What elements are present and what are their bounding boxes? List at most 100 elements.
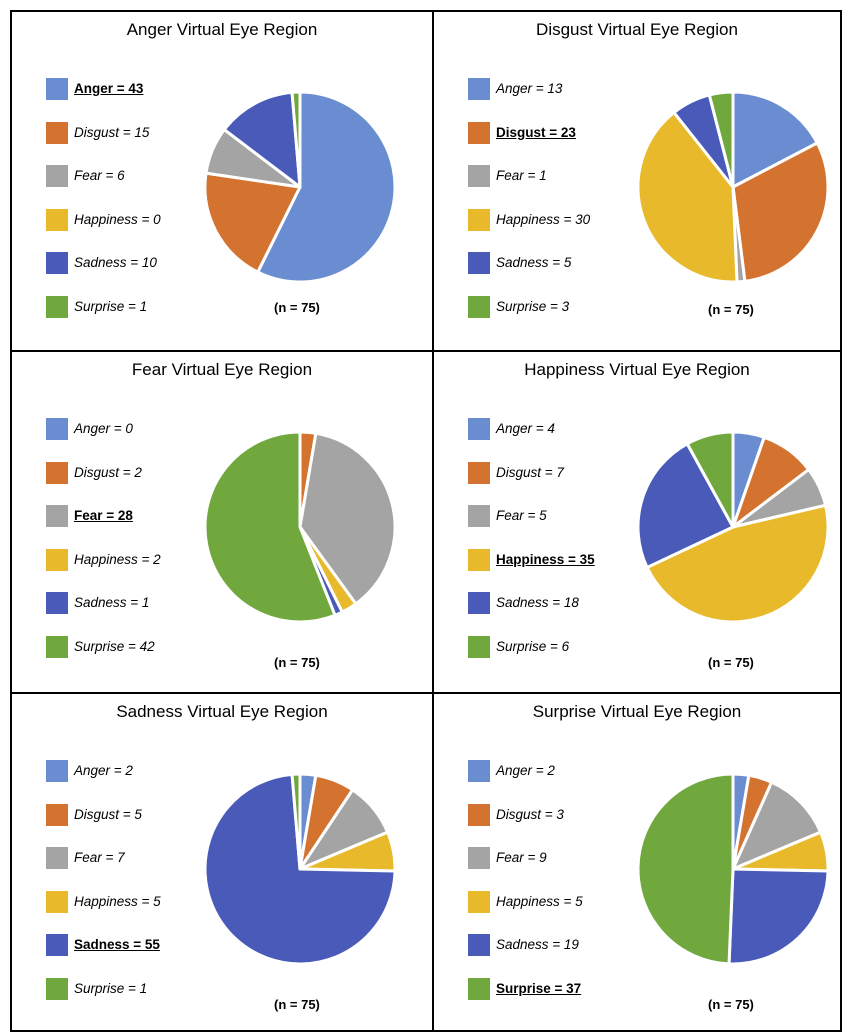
legend-swatch xyxy=(46,78,68,100)
legend-swatch xyxy=(468,977,490,1000)
legend-swatch xyxy=(46,208,68,231)
legend-swatch xyxy=(468,78,490,100)
chart-title: Happiness Virtual Eye Region xyxy=(524,360,750,379)
pie-panel-surprise: Surprise Virtual Eye Region Anger = 2 Disg… xyxy=(434,694,840,1032)
legend-swatch xyxy=(46,548,68,571)
chart-title: Sadness Virtual Eye Region xyxy=(116,702,328,721)
legend-label: Fear = 1 xyxy=(496,168,547,183)
legend-label: Surprise = 37 xyxy=(496,980,582,996)
legend-swatch xyxy=(46,977,68,1000)
legend-label: Fear = 7 xyxy=(74,850,125,865)
legend-label: Surprise = 6 xyxy=(496,638,570,654)
legend-label: Surprise = 1 xyxy=(74,980,148,996)
legend-label: Anger = 2 xyxy=(496,763,555,778)
legend-label: Disgust = 7 xyxy=(496,464,564,480)
legend-label: Sadness = 1 xyxy=(74,595,150,610)
pie-slice-surprise xyxy=(290,90,302,189)
pie-chart xyxy=(636,90,830,284)
legend-label: Happiness = 2 xyxy=(74,551,161,567)
legend-label: Happiness = 0 xyxy=(74,211,161,227)
pie-slice-anger xyxy=(256,90,397,284)
pie-chart xyxy=(203,90,397,284)
legend-swatch xyxy=(468,548,490,571)
pie-slice-happiness xyxy=(636,111,739,284)
legend-label: Sadness = 18 xyxy=(496,595,579,610)
legend-label: Disgust = 15 xyxy=(74,124,150,140)
legend-swatch xyxy=(468,635,490,658)
legend-swatch xyxy=(46,505,68,527)
legend-swatch xyxy=(468,461,490,484)
legend-label: Surprise = 1 xyxy=(74,298,148,314)
legend-swatch xyxy=(468,208,490,231)
pie-chart-grid: Anger Virtual Eye Region Anger = 43 Disgus… xyxy=(10,10,842,1032)
pie-panel-sadness: Sadness Virtual Eye Region Anger = 2 Disgu… xyxy=(12,694,432,1032)
legend-swatch xyxy=(468,934,490,956)
legend-swatch xyxy=(468,121,490,144)
pie-chart xyxy=(636,772,830,966)
legend-label: Anger = 13 xyxy=(496,81,563,96)
chart-title: Disgust Virtual Eye Region xyxy=(536,20,738,39)
chart-title: Anger Virtual Eye Region xyxy=(126,20,318,39)
legend-label: Sadness = 19 xyxy=(496,937,579,952)
legend-swatch xyxy=(46,165,68,187)
pie-slice-surprise xyxy=(707,90,735,189)
legend-swatch xyxy=(468,505,490,527)
horizontal-divider xyxy=(12,692,840,694)
legend-swatch xyxy=(46,461,68,484)
legend-swatch xyxy=(468,592,490,614)
sample-size-label: (n = 75) xyxy=(274,655,320,670)
pie-slice-surprise xyxy=(636,772,735,966)
legend-swatch xyxy=(468,418,490,440)
legend-swatch xyxy=(46,418,68,440)
legend-label: Disgust = 5 xyxy=(74,806,142,822)
pie-slice-surprise xyxy=(203,430,337,624)
legend-swatch xyxy=(46,803,68,826)
legend-swatch xyxy=(468,252,490,274)
pie-slice-surprise xyxy=(685,430,735,529)
chart-title: Fear Virtual Eye Region xyxy=(131,360,313,379)
pie-slice-fear xyxy=(298,431,397,606)
legend-label: Fear = 5 xyxy=(496,508,547,523)
legend-label: Sadness = 10 xyxy=(74,255,157,270)
legend-label: Happiness = 35 xyxy=(496,551,595,567)
pie-chart xyxy=(203,772,397,966)
legend-swatch xyxy=(468,890,490,913)
pie-slice-sadness xyxy=(222,90,302,189)
legend-swatch xyxy=(468,847,490,869)
legend-label: Disgust = 3 xyxy=(496,806,564,822)
pie-slice-anger xyxy=(731,90,819,189)
legend-swatch xyxy=(46,760,68,782)
legend-swatch xyxy=(468,165,490,187)
sample-size-label: (n = 75) xyxy=(708,997,754,1012)
legend-swatch xyxy=(468,295,490,318)
legend-label: Surprise = 42 xyxy=(74,638,155,654)
legend-label: Happiness = 5 xyxy=(74,893,161,909)
pie-chart xyxy=(636,430,830,624)
legend-label: Disgust = 2 xyxy=(74,464,142,480)
pie-slice-disgust xyxy=(203,171,302,274)
legend-swatch xyxy=(46,592,68,614)
pie-slice-surprise xyxy=(290,772,302,871)
legend-label: Surprise = 3 xyxy=(496,298,570,314)
sample-size-label: (n = 75) xyxy=(708,655,754,670)
legend-swatch xyxy=(46,121,68,144)
pie-panel-fear: Fear Virtual Eye Region Anger = 0 Disgust … xyxy=(12,352,432,694)
legend-label: Anger = 0 xyxy=(74,421,133,436)
legend-label: Happiness = 30 xyxy=(496,211,591,227)
sample-size-label: (n = 75) xyxy=(708,302,754,317)
legend-swatch xyxy=(46,635,68,658)
legend-swatch xyxy=(468,803,490,826)
legend-label: Fear = 9 xyxy=(496,850,547,865)
pie-panel-anger: Anger Virtual Eye Region Anger = 43 Disgus… xyxy=(12,12,432,350)
legend-swatch xyxy=(46,295,68,318)
pie-chart xyxy=(203,430,397,624)
chart-title: Surprise Virtual Eye Region xyxy=(532,702,742,721)
legend-label: Anger = 2 xyxy=(74,763,133,778)
legend-swatch xyxy=(46,934,68,956)
legend-label: Anger = 43 xyxy=(74,81,144,96)
sample-size-label: (n = 75) xyxy=(274,300,320,315)
legend-label: Fear = 6 xyxy=(74,168,125,183)
pie-slice-sadness xyxy=(727,867,830,966)
legend-swatch xyxy=(46,847,68,869)
legend-swatch xyxy=(46,252,68,274)
